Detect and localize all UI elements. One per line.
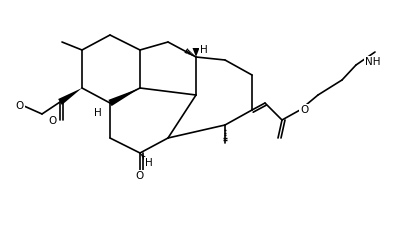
Text: O: O <box>136 171 144 181</box>
Polygon shape <box>192 48 199 57</box>
Text: NH: NH <box>364 57 379 67</box>
Text: H: H <box>200 45 207 55</box>
Polygon shape <box>140 153 150 164</box>
Text: O: O <box>299 105 307 115</box>
Text: O: O <box>16 101 24 111</box>
Polygon shape <box>58 88 82 105</box>
Polygon shape <box>108 88 140 106</box>
Text: H: H <box>94 108 102 118</box>
Text: O: O <box>49 116 57 126</box>
Text: H: H <box>145 158 152 168</box>
